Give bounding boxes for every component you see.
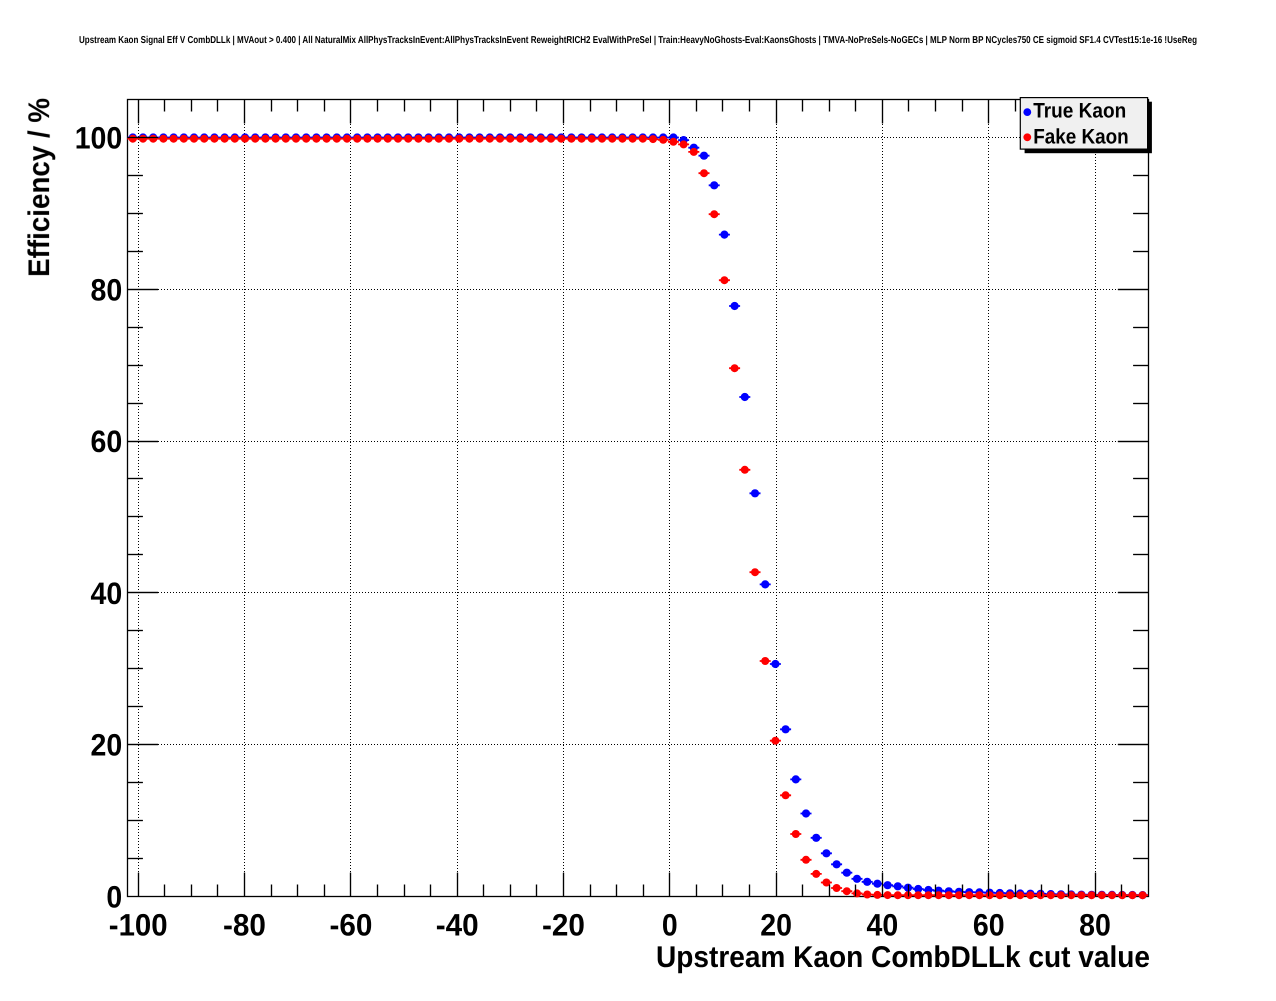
svg-text:60: 60 xyxy=(91,424,123,459)
svg-text:0: 0 xyxy=(662,908,678,943)
svg-text:-40: -40 xyxy=(436,908,479,943)
svg-text:100: 100 xyxy=(75,121,123,156)
svg-text:-100: -100 xyxy=(109,908,168,943)
svg-text:20: 20 xyxy=(91,728,123,763)
svg-text:Upstream Kaon Signal Eff V Com: Upstream Kaon Signal Eff V CombDLLk | MV… xyxy=(79,35,1197,46)
svg-text:0: 0 xyxy=(106,879,122,914)
svg-text:40: 40 xyxy=(867,908,899,943)
svg-text:True Kaon: True Kaon xyxy=(1033,100,1126,123)
svg-text:20: 20 xyxy=(760,908,792,943)
svg-text:-20: -20 xyxy=(542,908,585,943)
svg-text:80: 80 xyxy=(91,273,123,308)
svg-text:60: 60 xyxy=(973,908,1005,943)
svg-text:-60: -60 xyxy=(329,908,372,943)
svg-text:Efficiency / %: Efficiency / % xyxy=(23,98,56,277)
svg-text:40: 40 xyxy=(91,576,123,611)
svg-text:Fake Kaon: Fake Kaon xyxy=(1033,125,1129,148)
svg-text:80: 80 xyxy=(1079,908,1111,943)
svg-text:-80: -80 xyxy=(223,908,266,943)
svg-text:Upstream Kaon CombDLLk cut val: Upstream Kaon CombDLLk cut value xyxy=(656,941,1150,974)
